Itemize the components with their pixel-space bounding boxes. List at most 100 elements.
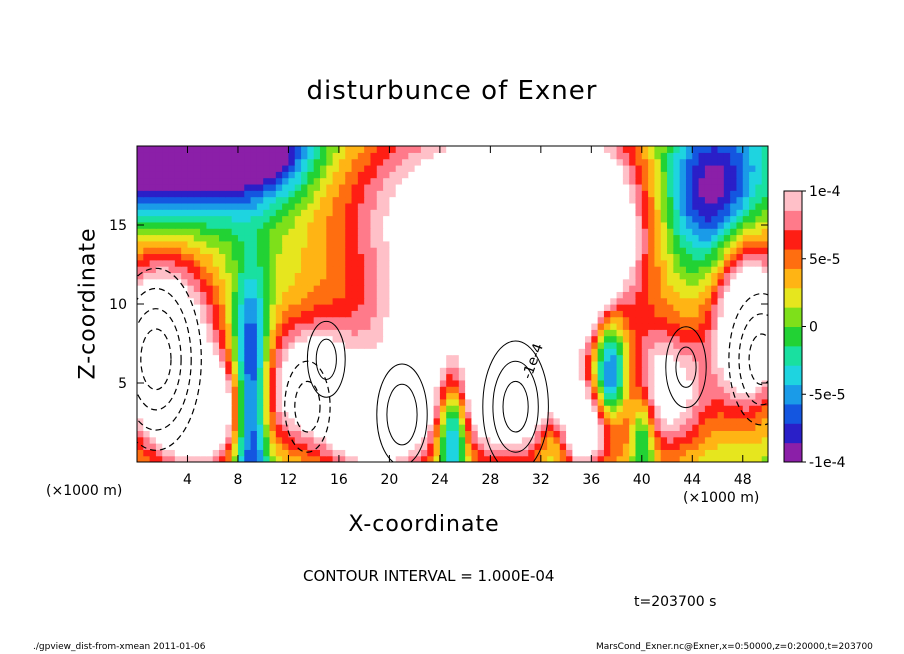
heatmap-cell (187, 253, 195, 261)
heatmap-cell (679, 259, 687, 267)
heatmap-cell (433, 171, 441, 179)
heatmap-cell (326, 417, 334, 425)
heatmap-cell (137, 272, 144, 280)
heatmap-cell (509, 354, 517, 362)
heatmap-cell (288, 329, 296, 337)
heatmap-cell (616, 259, 624, 267)
heatmap-cell (231, 417, 239, 425)
heatmap-cell (566, 253, 573, 261)
heatmap-cell (509, 152, 517, 160)
heatmap-cell (629, 373, 637, 381)
heatmap-cell (225, 417, 233, 425)
heatmap-cell (414, 398, 422, 406)
heatmap-cell (193, 322, 201, 330)
heatmap-cell (187, 240, 195, 248)
heatmap-cell (603, 322, 611, 330)
heatmap-cell (319, 259, 327, 267)
heatmap-cell (263, 190, 271, 198)
heatmap-cell (749, 291, 756, 299)
heatmap-cell (313, 247, 321, 255)
heatmap-cell (433, 215, 441, 223)
heatmap-cell (351, 316, 359, 324)
heatmap-cell (231, 322, 239, 330)
heatmap-cell (446, 316, 454, 324)
heatmap-cell (559, 373, 567, 381)
heatmap-cell (528, 304, 536, 311)
heatmap-cell (458, 285, 466, 292)
heatmap-cell (471, 297, 479, 305)
heatmap-cell (206, 285, 214, 292)
heatmap-cell (610, 335, 618, 343)
heatmap-cell (294, 171, 302, 179)
heatmap-cell (452, 259, 460, 267)
heatmap-cell (591, 392, 599, 400)
heatmap-cell (660, 379, 668, 387)
heatmap-cell (389, 202, 397, 210)
heatmap-cell (585, 405, 592, 413)
heatmap-cell (515, 341, 523, 349)
heatmap-cell (370, 158, 378, 166)
heatmap-cell (446, 360, 454, 368)
heatmap-cell (427, 455, 435, 462)
heatmap-cell (256, 259, 264, 267)
heatmap-cell (622, 373, 630, 381)
heatmap-cell (566, 436, 573, 444)
heatmap-cell (597, 152, 605, 160)
heatmap-cell (433, 247, 441, 255)
heatmap-cell (420, 177, 428, 185)
heatmap-cell (610, 164, 618, 172)
heatmap-cell (547, 405, 555, 413)
heatmap-cell (622, 424, 630, 431)
heatmap-cell (496, 215, 504, 223)
heatmap-cell (439, 202, 447, 210)
heatmap-cell (174, 234, 182, 242)
heatmap-cell (654, 146, 662, 153)
heatmap-cell (427, 424, 435, 431)
heatmap-cell (547, 253, 555, 261)
heatmap-cell (250, 373, 258, 381)
heatmap-cell (749, 228, 756, 236)
heatmap-cell (307, 449, 315, 457)
heatmap-cell (219, 164, 226, 172)
heatmap-cell (439, 341, 447, 349)
heatmap-cell (591, 190, 599, 198)
heatmap-cell (547, 322, 555, 330)
heatmap-cell (502, 316, 510, 324)
heatmap-cell (263, 171, 271, 179)
heatmap-cell (351, 240, 359, 248)
heatmap-cell (471, 202, 479, 210)
heatmap-cell (408, 310, 416, 318)
heatmap-cell (685, 329, 693, 337)
heatmap-cell (572, 417, 580, 425)
heatmap-cell (294, 259, 302, 267)
heatmap-cell (319, 322, 327, 330)
heatmap-cell (263, 158, 271, 166)
heatmap-cell (237, 398, 245, 406)
heatmap-cell (597, 221, 605, 229)
heatmap-cell (332, 247, 340, 255)
heatmap-cell (749, 424, 756, 431)
heatmap-cell (629, 171, 637, 179)
heatmap-cell (307, 146, 315, 153)
heatmap-cell (395, 430, 403, 438)
heatmap-cell (465, 424, 473, 431)
heatmap-cell (502, 152, 510, 160)
heatmap-cell (275, 455, 283, 462)
heatmap-cell (723, 190, 731, 198)
heatmap-cell (755, 322, 763, 330)
heatmap-cell (515, 455, 523, 462)
heatmap-cell (477, 202, 485, 210)
heatmap-cell (301, 266, 308, 273)
heatmap-cell (578, 304, 586, 311)
heatmap-cell (679, 417, 687, 425)
heatmap-cell (629, 304, 637, 311)
heatmap-cell (641, 392, 649, 400)
heatmap-cell (679, 164, 687, 172)
heatmap-cell (559, 164, 567, 172)
heatmap-cell (389, 247, 397, 255)
heatmap-cell (761, 272, 768, 280)
heatmap-cell (345, 348, 353, 356)
heatmap-cell (528, 158, 536, 166)
heatmap-cell (212, 367, 220, 375)
heatmap-cell (515, 417, 523, 425)
